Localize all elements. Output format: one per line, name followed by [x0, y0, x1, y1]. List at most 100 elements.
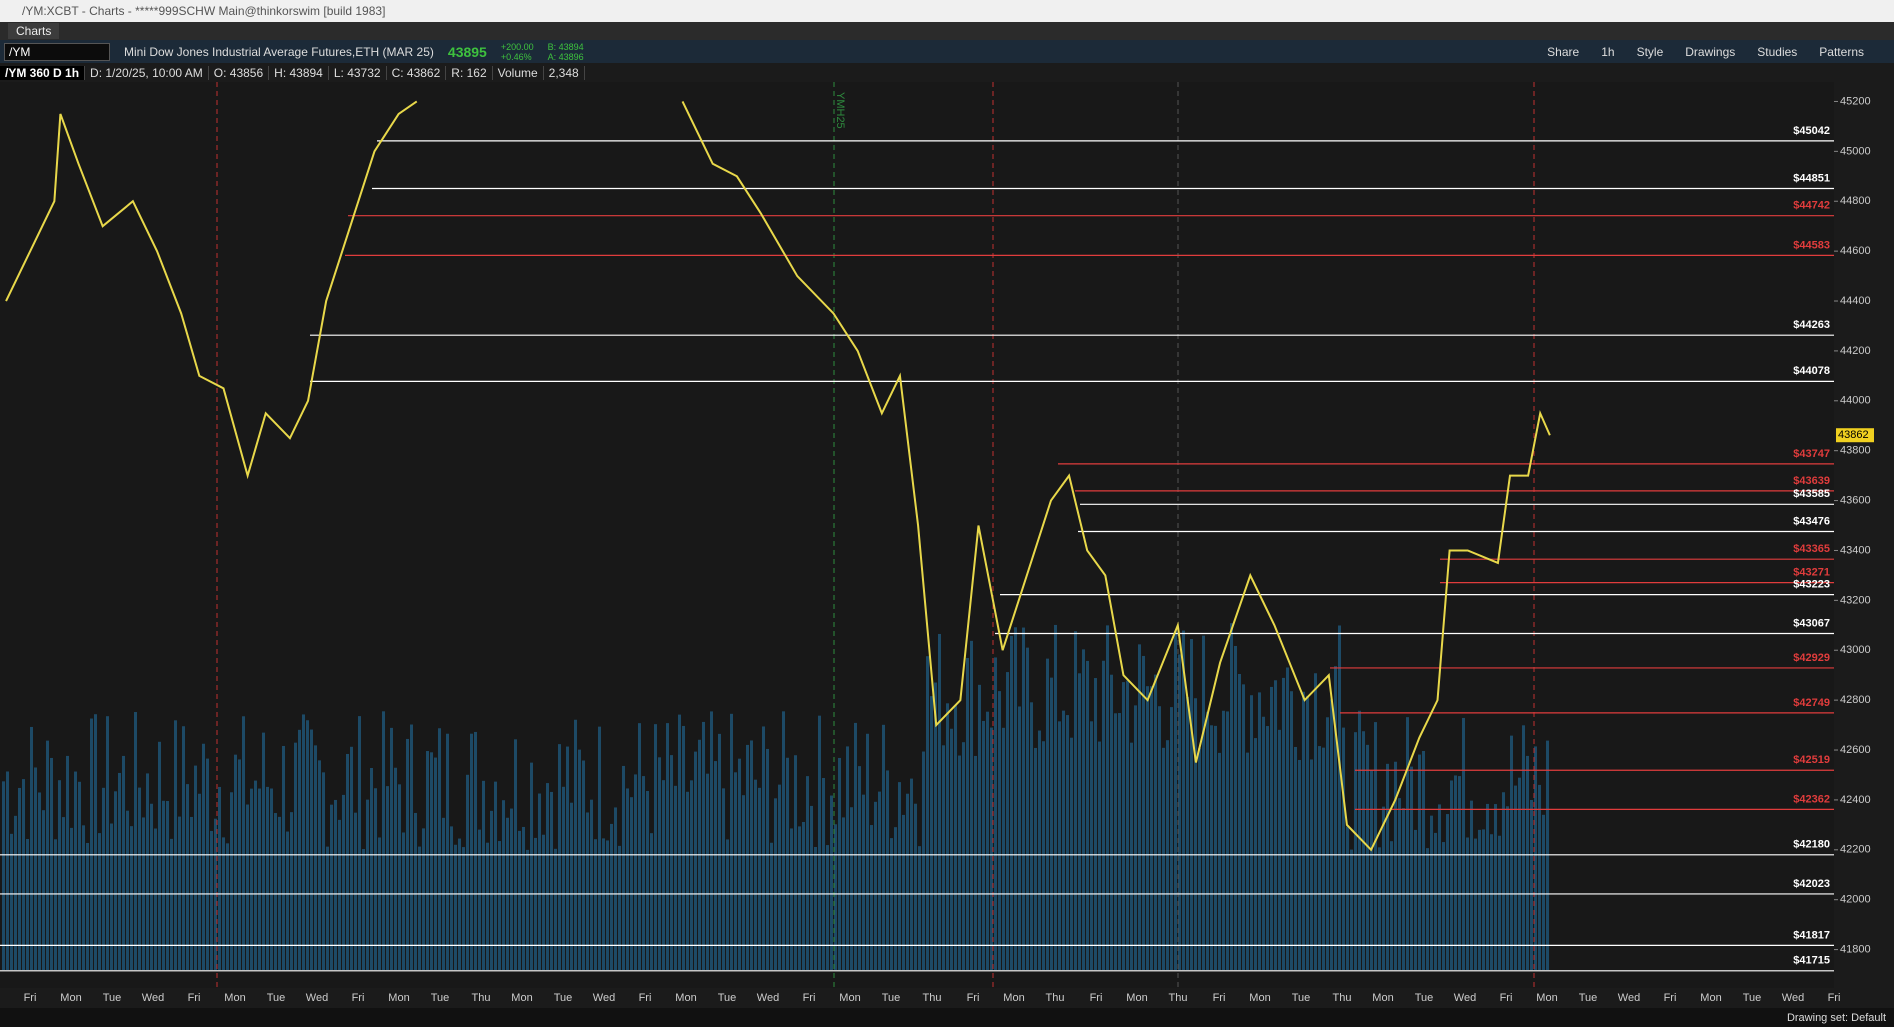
x-tick-label: Tue: [267, 992, 286, 1004]
volume-bar: [1494, 804, 1497, 970]
volume-bar: [306, 720, 309, 970]
volume-bar: [426, 751, 429, 970]
volume-bar: [718, 733, 721, 970]
volume-bar: [1542, 814, 1545, 970]
volume-bar: [582, 760, 585, 970]
volume-bar: [1442, 842, 1445, 970]
volume-bar: [226, 843, 229, 970]
volume-bar: [502, 800, 505, 970]
x-tick-label: Fri: [1090, 992, 1103, 1004]
volume-bar: [802, 821, 805, 970]
volume-bar: [262, 732, 265, 970]
volume-bar: [846, 746, 849, 970]
x-tick-label: Mon: [1126, 992, 1147, 1004]
symbol-input[interactable]: /YM: [4, 42, 110, 61]
volume-bar: [438, 728, 441, 970]
volume-bar: [738, 758, 741, 970]
level-label: $44078: [1793, 365, 1830, 377]
y-tick-label: 44000: [1840, 395, 1871, 407]
volume-bar: [1458, 776, 1461, 970]
volume-bar: [1242, 684, 1245, 970]
open: O: 43856: [209, 65, 270, 80]
volume-bar: [1474, 838, 1477, 970]
volume-bar: [886, 770, 889, 970]
toolbar-button[interactable]: 1h: [1601, 44, 1615, 59]
price-line: [5, 100, 418, 480]
volume-bar: [910, 778, 913, 970]
volume-bar: [1286, 667, 1289, 970]
volume-bar: [1150, 686, 1153, 970]
level-label: $42180: [1793, 839, 1830, 851]
volume-bar: [562, 786, 565, 970]
tab[interactable]: Charts: [8, 23, 60, 39]
volume-bar: [1374, 722, 1377, 970]
volume-bar: [234, 754, 237, 970]
volume-bar: [854, 722, 857, 970]
volume-bar: [1434, 832, 1437, 970]
volume-bar: [874, 801, 877, 970]
volume-bar: [618, 845, 621, 970]
volume-bar: [1306, 695, 1309, 970]
volume-bar: [1454, 775, 1457, 970]
volume-bar: [1094, 678, 1097, 970]
volume-bar: [194, 765, 197, 970]
volume-bar: [686, 791, 689, 970]
volume-bar: [1430, 815, 1433, 970]
x-tick-label: Fri: [352, 992, 365, 1004]
volume-bar: [106, 716, 109, 970]
volume-bar: [1038, 730, 1041, 970]
volume-bar: [1366, 744, 1369, 970]
volume-bar: [1174, 630, 1177, 970]
toolbar-button[interactable]: Studies: [1757, 44, 1798, 59]
volume-bar: [782, 711, 785, 970]
volume-bar: [1130, 742, 1133, 970]
volume-bar: [510, 808, 513, 970]
volume-bar: [522, 826, 525, 970]
x-tick-label: Mon: [1249, 992, 1270, 1004]
volume-bar: [1194, 698, 1197, 970]
volume-bar: [1422, 750, 1425, 970]
volume-bar: [250, 788, 253, 970]
volume-bar: [806, 776, 809, 970]
x-tick-label: Fri: [639, 992, 652, 1004]
volume-bar: [810, 805, 813, 970]
volume-bar: [446, 733, 449, 970]
volume-bar: [314, 745, 317, 970]
toolbar-button[interactable]: Drawings: [1685, 44, 1736, 59]
x-tick-label: Mon: [224, 992, 245, 1004]
volume-bar: [1138, 644, 1141, 970]
volume-bar: [1066, 715, 1069, 970]
y-tick-label: 42200: [1840, 844, 1871, 856]
volume-bar: [390, 727, 393, 970]
volume-bar: [1294, 746, 1297, 970]
toolbar-button[interactable]: Style: [1636, 44, 1664, 59]
chart-spec: /YM 360 D 1h: [0, 65, 86, 80]
volume-bar: [1326, 717, 1329, 970]
toolbar-button[interactable]: Share: [1547, 44, 1580, 59]
y-tick-label: 42000: [1840, 894, 1871, 906]
volume-bar: [674, 785, 677, 970]
volume-bar: [478, 829, 481, 970]
volume-bar: [890, 838, 893, 970]
volume-bar: [466, 774, 469, 970]
volume-bar: [422, 828, 425, 970]
volume-bar: [414, 812, 417, 970]
volume-bar: [186, 784, 189, 970]
drawing-set: Drawing set: Default: [1786, 1011, 1886, 1024]
y-tick-label: 44600: [1840, 245, 1871, 257]
x-tick-label: Fri: [1213, 992, 1226, 1004]
volume-bar: [358, 716, 361, 970]
x-tick-label: Fri: [967, 992, 980, 1004]
volume-bar: [1502, 792, 1505, 970]
volume-bar: [1202, 635, 1205, 970]
volume-bar: [814, 846, 817, 970]
level-label: $42023: [1793, 878, 1830, 890]
volume-bar: [1394, 761, 1397, 970]
volume-bar: [1214, 725, 1217, 970]
volume-bar: [254, 780, 257, 970]
level-label: $43271: [1793, 567, 1830, 579]
toolbar-button[interactable]: Patterns: [1819, 44, 1864, 59]
volume-bar: [242, 716, 245, 970]
volume-bar: [922, 751, 925, 970]
x-tick-label: Tue: [718, 992, 737, 1004]
